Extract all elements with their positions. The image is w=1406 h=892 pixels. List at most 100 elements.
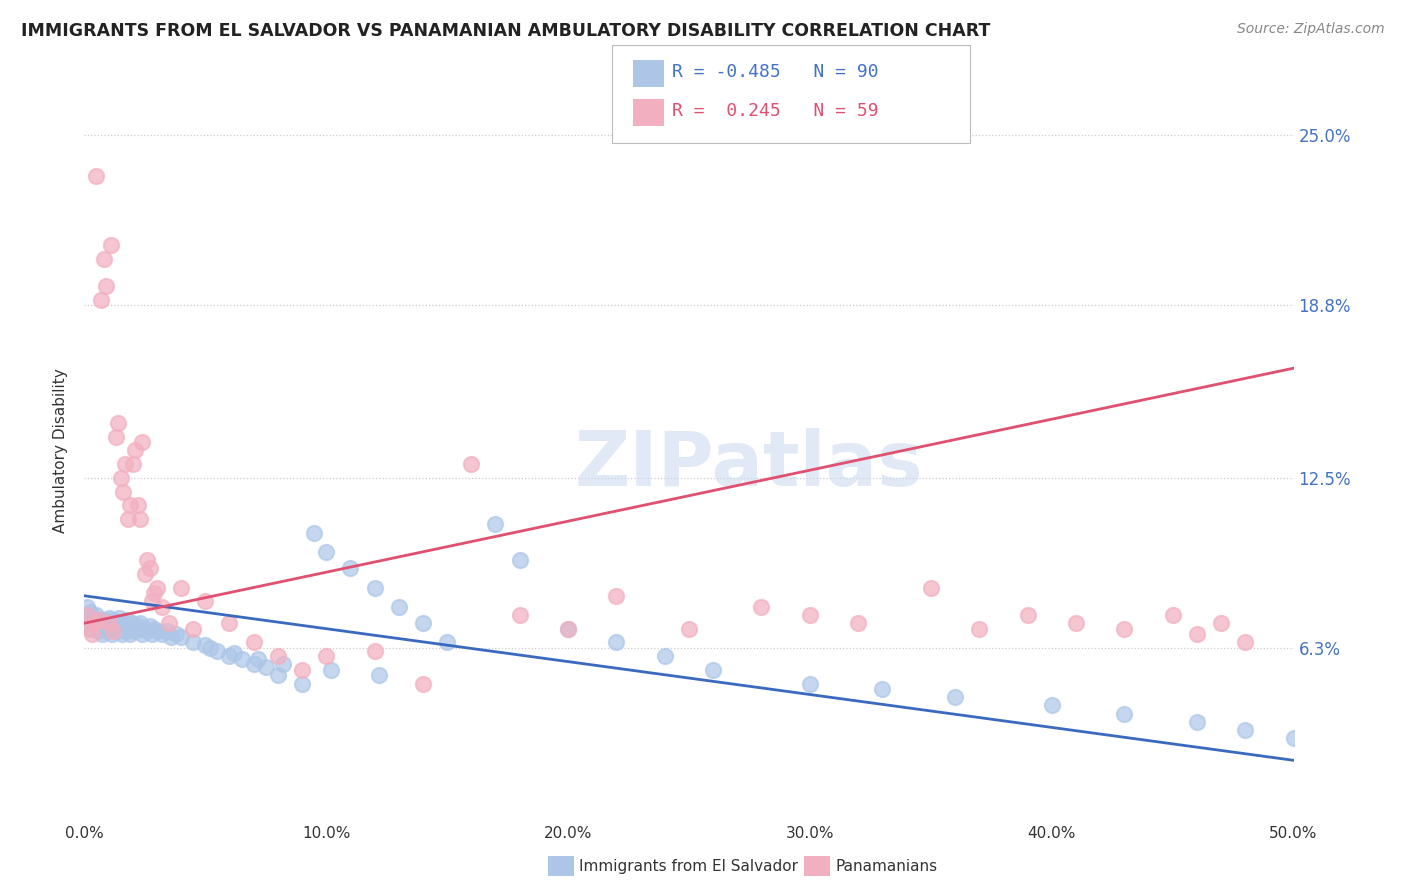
Point xyxy=(138,561,160,575)
Point xyxy=(242,635,264,649)
Point xyxy=(77,622,100,636)
Point xyxy=(91,627,114,641)
Point xyxy=(114,457,136,471)
Point xyxy=(94,279,117,293)
Point xyxy=(104,430,127,444)
Point xyxy=(138,619,160,633)
Text: ZIPatlas: ZIPatlas xyxy=(575,428,924,502)
Point xyxy=(291,663,314,677)
Point xyxy=(112,484,135,499)
Point xyxy=(86,169,108,184)
Point xyxy=(108,611,131,625)
Point xyxy=(104,622,127,636)
Point xyxy=(96,624,118,639)
Point xyxy=(131,627,153,641)
Point xyxy=(267,649,290,664)
Point xyxy=(77,607,100,622)
Point xyxy=(107,416,129,430)
Point xyxy=(129,512,152,526)
Point xyxy=(146,624,169,639)
Point xyxy=(86,607,108,622)
Text: R =  0.245   N = 59: R = 0.245 N = 59 xyxy=(672,103,879,120)
Text: R = -0.485   N = 90: R = -0.485 N = 90 xyxy=(672,63,879,81)
Point xyxy=(136,624,159,639)
Point xyxy=(363,643,385,657)
Point xyxy=(121,622,143,636)
Point xyxy=(412,676,434,690)
Point xyxy=(181,622,204,636)
Point xyxy=(134,622,156,636)
Point xyxy=(136,553,159,567)
Point xyxy=(1185,627,1208,641)
Point xyxy=(751,599,773,614)
Point xyxy=(127,619,149,633)
Point xyxy=(605,589,627,603)
Point xyxy=(155,624,177,639)
Point xyxy=(231,652,253,666)
Text: Source: ZipAtlas.com: Source: ZipAtlas.com xyxy=(1237,22,1385,37)
Point xyxy=(80,627,103,641)
Point xyxy=(120,627,142,641)
Point xyxy=(115,614,138,628)
Point xyxy=(150,627,173,641)
Point xyxy=(124,443,146,458)
Point xyxy=(218,649,240,664)
Point xyxy=(557,622,579,636)
Point xyxy=(943,690,966,705)
Point xyxy=(87,622,110,636)
Point xyxy=(141,627,163,641)
Point xyxy=(315,545,337,559)
Point xyxy=(388,599,411,614)
Point xyxy=(170,630,193,644)
Point xyxy=(799,676,821,690)
Point xyxy=(436,635,458,649)
Point xyxy=(1234,723,1257,738)
Point xyxy=(121,616,143,631)
Point xyxy=(93,252,115,266)
Point xyxy=(218,616,240,631)
Point xyxy=(319,663,342,677)
Point xyxy=(315,649,337,664)
Text: Immigrants from El Salvador: Immigrants from El Salvador xyxy=(579,859,799,873)
Point xyxy=(105,624,128,639)
Point xyxy=(1114,706,1136,721)
Point xyxy=(143,622,166,636)
Point xyxy=(1064,616,1087,631)
Point xyxy=(291,676,314,690)
Point xyxy=(198,640,221,655)
Point xyxy=(110,622,132,636)
Point xyxy=(121,457,143,471)
Point xyxy=(605,635,627,649)
Point xyxy=(94,614,117,628)
Point xyxy=(103,624,125,639)
Point xyxy=(98,616,121,631)
Point xyxy=(1017,607,1039,622)
Point xyxy=(127,498,149,512)
Point xyxy=(302,525,325,540)
Point xyxy=(111,627,134,641)
Point xyxy=(1209,616,1232,631)
Point xyxy=(97,616,120,631)
Point xyxy=(83,614,105,628)
Point xyxy=(1234,635,1257,649)
Point xyxy=(143,586,166,600)
Point xyxy=(1282,731,1305,746)
Point xyxy=(654,649,676,664)
Point xyxy=(146,581,169,595)
Point xyxy=(157,616,180,631)
Point xyxy=(247,652,270,666)
Point xyxy=(967,622,990,636)
Point xyxy=(872,681,894,696)
Point xyxy=(194,594,217,608)
Point xyxy=(160,630,183,644)
Point xyxy=(101,627,124,641)
Point xyxy=(1114,622,1136,636)
Point xyxy=(363,581,385,595)
Text: IMMIGRANTS FROM EL SALVADOR VS PANAMANIAN AMBULATORY DISABILITY CORRELATION CHAR: IMMIGRANTS FROM EL SALVADOR VS PANAMANIA… xyxy=(21,22,990,40)
Point xyxy=(509,553,531,567)
Point xyxy=(83,616,105,631)
Point xyxy=(87,614,110,628)
Point xyxy=(120,498,142,512)
Point xyxy=(117,512,139,526)
Point xyxy=(89,614,111,628)
